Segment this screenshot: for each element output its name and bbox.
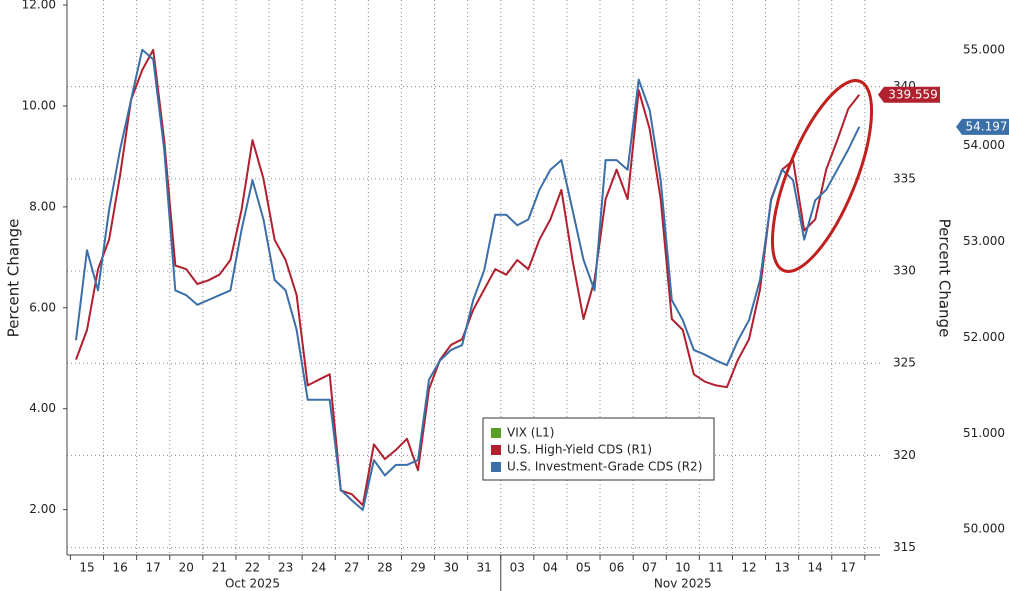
y3-tick-label: 53.000	[963, 234, 1005, 248]
y-tick-label: 4.00	[29, 401, 56, 415]
y-tick-label: 12.00	[22, 0, 56, 12]
grid	[67, 0, 880, 555]
y3-tick-label: 52.000	[963, 330, 1005, 344]
legend-swatch	[491, 445, 501, 455]
month-label: Nov 2025	[654, 577, 712, 591]
series-line	[75, 48, 861, 511]
y2-axis-title: Percent Change	[936, 219, 954, 338]
x-tick-label: 28	[377, 561, 392, 575]
x-tick-label: 29	[410, 561, 425, 575]
legend-swatch	[491, 462, 501, 472]
legend-swatch	[491, 428, 501, 438]
y-tick-label: 10.00	[22, 98, 56, 112]
y-tick-label: 2.00	[29, 502, 56, 516]
y-tick-label: 6.00	[29, 300, 56, 314]
y3-tick-label: 50.000	[963, 522, 1005, 536]
highlight-ellipse	[770, 79, 874, 273]
x-tick-label: 22	[245, 561, 260, 575]
x-tick-label: 05	[576, 561, 591, 575]
x-tick-label: 11	[708, 561, 723, 575]
x-tick-label: 20	[179, 561, 194, 575]
x-tick-label: 14	[808, 561, 823, 575]
y2-tick-label: 330	[893, 264, 916, 278]
value-label: 54.197	[966, 119, 1008, 133]
y-axis-title: Percent Change	[5, 219, 23, 338]
x-tick-label: 16	[112, 561, 127, 575]
y2-tick-label: 315	[893, 540, 916, 554]
y2-tick-label: 320	[893, 448, 916, 462]
legend-box	[482, 417, 715, 481]
value-label: 339.559	[888, 87, 938, 101]
x-tick-label: 13	[774, 561, 789, 575]
y3-tick-label: 55.000	[963, 42, 1005, 56]
value-box	[956, 118, 1009, 135]
x-tick-label: 07	[642, 561, 657, 575]
x-tick-label: 04	[543, 561, 558, 575]
legend-label: VIX (L1)	[507, 426, 554, 440]
x-tick-label: 06	[609, 561, 624, 575]
x-tick-label: 17	[146, 561, 161, 575]
x-tick-label: 12	[741, 561, 756, 575]
x-tick-label: 27	[344, 561, 359, 575]
axes: 3153203253303353402.004.006.008.0010.001…	[22, 0, 1009, 591]
x-tick-label: 30	[443, 561, 458, 575]
x-tick-label: 31	[477, 561, 492, 575]
x-tick-label: 21	[212, 561, 227, 575]
x-tick-label: 23	[278, 561, 293, 575]
y-tick-label: 8.00	[29, 199, 56, 213]
x-tick-label: 15	[79, 561, 94, 575]
x-tick-label: 10	[675, 561, 690, 575]
y2-tick-label: 325	[893, 356, 916, 370]
y2-tick-label: 335	[893, 171, 916, 185]
x-tick-label: 24	[311, 561, 326, 575]
x-tick-label: 03	[510, 561, 525, 575]
legend-label: U.S. High-Yield CDS (R1)	[507, 443, 652, 457]
month-label: Oct 2025	[225, 577, 280, 591]
value-box	[878, 86, 940, 103]
y3-tick-label: 51.000	[963, 426, 1005, 440]
y3-tick-label: 54.000	[963, 138, 1005, 152]
legend-label: U.S. Investment-Grade CDS (R2)	[507, 460, 702, 474]
x-tick-label: 17	[841, 561, 856, 575]
lines	[75, 48, 861, 511]
